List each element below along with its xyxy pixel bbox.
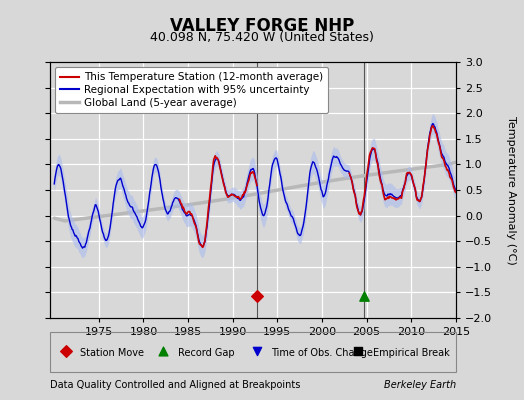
Text: 40.098 N, 75.420 W (United States): 40.098 N, 75.420 W (United States) <box>150 32 374 44</box>
Legend: This Temperature Station (12-month average), Regional Expectation with 95% uncer: This Temperature Station (12-month avera… <box>55 67 329 113</box>
Point <box>62 348 70 354</box>
Point <box>159 348 168 354</box>
Text: Berkeley Earth: Berkeley Earth <box>384 380 456 390</box>
Text: VALLEY FORGE NHP: VALLEY FORGE NHP <box>170 17 354 35</box>
Point <box>253 293 261 299</box>
Text: Data Quality Controlled and Aligned at Breakpoints: Data Quality Controlled and Aligned at B… <box>50 380 300 390</box>
Point <box>360 293 368 299</box>
Point <box>354 348 363 354</box>
Text: Time of Obs. Change: Time of Obs. Change <box>271 348 373 358</box>
Point <box>253 348 261 354</box>
Text: Station Move: Station Move <box>80 348 144 358</box>
Y-axis label: Temperature Anomaly (°C): Temperature Anomaly (°C) <box>506 116 516 264</box>
Text: Record Gap: Record Gap <box>178 348 234 358</box>
Text: Empirical Break: Empirical Break <box>373 348 450 358</box>
